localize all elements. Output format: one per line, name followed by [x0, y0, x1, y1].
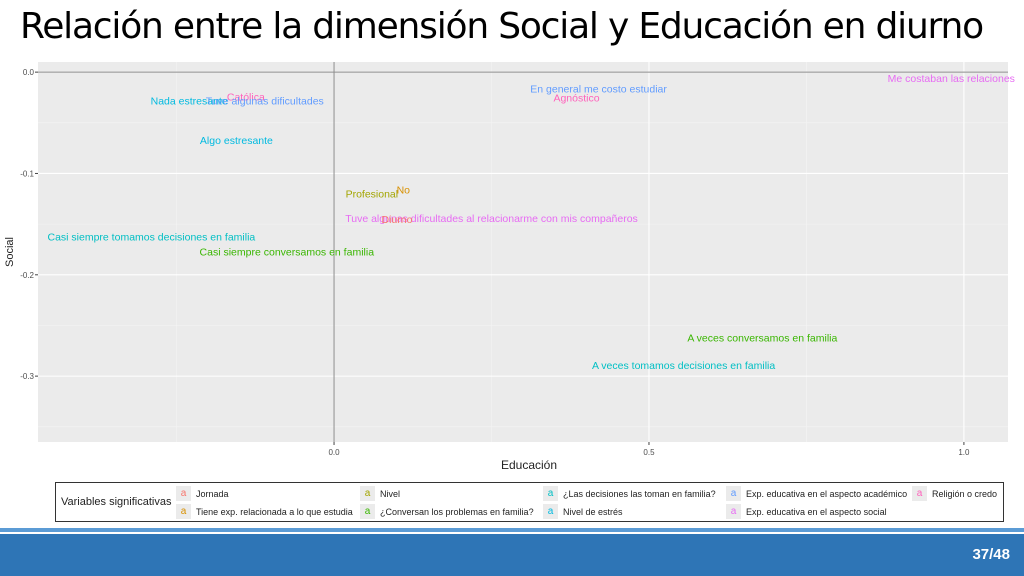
chart-legend: Variables significativas a Jornada a Tie… — [55, 482, 1004, 522]
y-tick-label: -0.2 — [20, 271, 34, 280]
x-axis-ticks: 0.0 0.5 1.0 — [328, 442, 970, 457]
y-axis-ticks: 0.0 -0.1 -0.2 -0.3 — [20, 68, 38, 381]
legend-key: a — [726, 504, 741, 519]
slide-title: Relación entre la dimensión Social y Edu… — [20, 6, 984, 47]
legend-item-religion: a Religión o credo — [912, 485, 997, 502]
legend-label: Nivel — [380, 488, 401, 499]
legend-label: Tiene exp. relacionada a lo que estudia — [196, 506, 353, 517]
legend-key: a — [176, 504, 191, 519]
grid-minor — [38, 62, 1008, 442]
legend-item-jornada: a Jornada — [176, 485, 229, 502]
point-label: Profesional — [346, 189, 399, 201]
legend-item-nivel: a Nivel — [360, 485, 400, 502]
footer-accent-line — [0, 528, 1024, 532]
point-label: Algo estresante — [200, 135, 273, 147]
legend-key: a — [176, 486, 191, 501]
x-tick-label: 1.0 — [958, 448, 970, 457]
legend-key: a — [912, 486, 927, 501]
legend-label: ¿Conversan los problemas en familia? — [380, 506, 534, 517]
legend-key: a — [543, 504, 558, 519]
plot-panel — [38, 62, 1008, 442]
y-tick-label: -0.1 — [20, 169, 34, 178]
legend-item-social: a Exp. educativa en el aspecto social — [726, 503, 887, 520]
point-label: Agnóstico — [553, 92, 599, 104]
point-label: Nada estresante — [151, 96, 228, 108]
legend-key: a — [360, 504, 375, 519]
legend-key: a — [543, 486, 558, 501]
legend-key: a — [726, 486, 741, 501]
point-label: A veces conversamos en familia — [687, 333, 837, 345]
legend-label: Nivel de estrés — [563, 506, 623, 517]
scatter-chart: 0.0 -0.1 -0.2 -0.3 0.0 0.5 1.0 Me costaban la… — [4, 62, 1015, 472]
legend-item-academico: a Exp. educativa en el aspecto académico — [726, 485, 907, 502]
point-label: Me costaban las relaciones — [888, 73, 1015, 85]
page-number: 37/48 — [972, 546, 1010, 563]
point-label: Diurno — [382, 214, 413, 226]
point-label: A veces tomamos decisiones en familia — [592, 360, 775, 372]
y-tick-label: 0.0 — [23, 68, 35, 77]
point-label: En general me costo estudiar — [530, 83, 667, 95]
footer-bar: 37/48 — [0, 534, 1024, 576]
point-label: Tuve algunas dificultades al relacionarm… — [345, 213, 638, 225]
x-axis-label: Educación — [501, 458, 557, 472]
point-label: Casi siempre conversamos en familia — [200, 246, 375, 258]
reference-lines — [38, 62, 1008, 442]
legend-label: ¿Las decisiones las toman en familia? — [563, 488, 716, 499]
legend-label: Religión o credo — [932, 488, 998, 499]
y-axis-label: Social — [4, 237, 16, 267]
x-tick-label: 0.5 — [643, 448, 655, 457]
legend-title: Variables significativas — [61, 496, 172, 508]
point-label: Tuve algunas dificultades — [206, 96, 324, 108]
legend-item-decisiones: a ¿Las decisiones las toman en familia? — [543, 485, 716, 502]
y-tick-label: -0.3 — [20, 372, 34, 381]
legend-item-estres: a Nivel de estrés — [543, 503, 623, 520]
legend-label: Exp. educativa en el aspecto académico — [746, 488, 908, 499]
point-label: Casi siempre tomamos decisiones en famil… — [48, 231, 256, 243]
point-label: Católica — [227, 91, 265, 103]
point-label: No — [397, 185, 411, 197]
legend-key: a — [360, 486, 375, 501]
legend-label: Jornada — [196, 488, 229, 499]
legend-item-conversan: a ¿Conversan los problemas en familia? — [360, 503, 534, 520]
point-labels: Me costaban las relaciones En general me … — [48, 73, 1015, 372]
legend-label: Exp. educativa en el aspecto social — [746, 506, 887, 517]
legend-item-tiene-exp: a Tiene exp. relacionada a lo que estudi… — [176, 503, 353, 520]
x-tick-label: 0.0 — [328, 448, 340, 457]
